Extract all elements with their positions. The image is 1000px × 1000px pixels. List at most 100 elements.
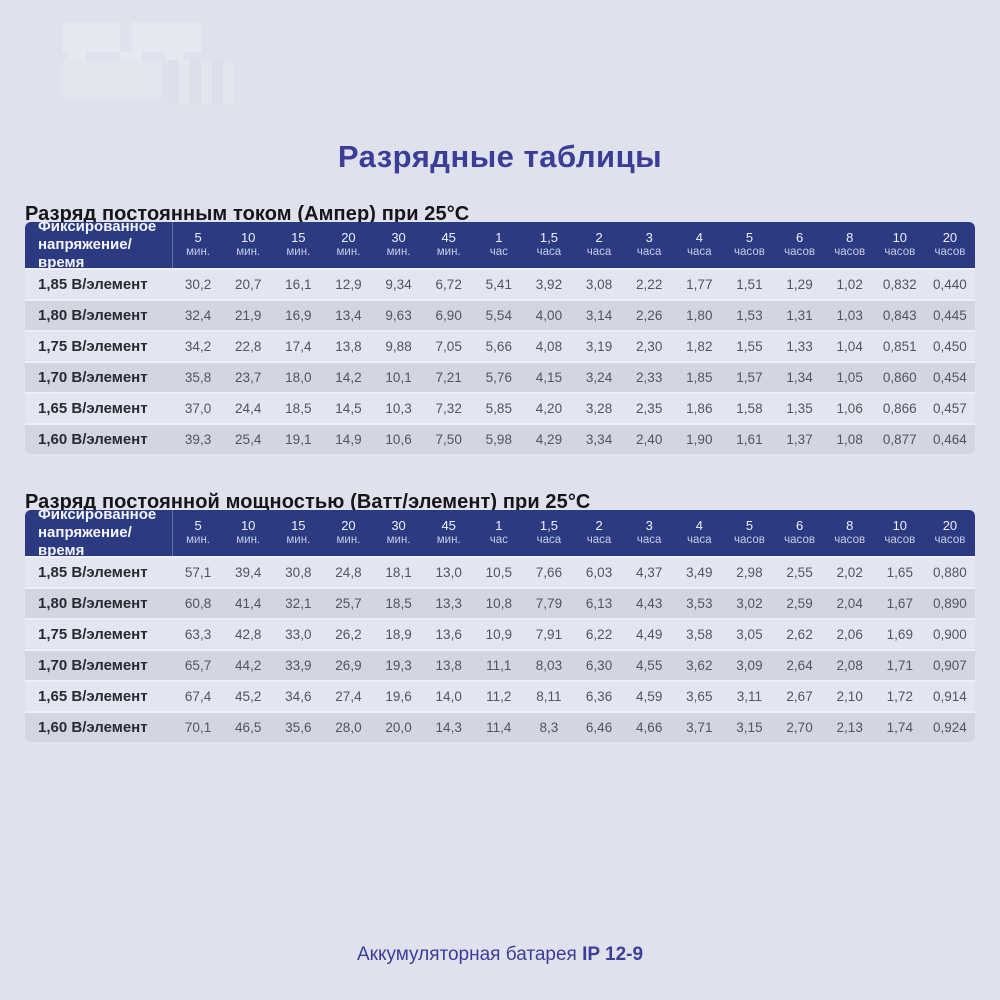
table-cell: 39,3 xyxy=(184,432,212,447)
table-cell: 25,4 xyxy=(235,432,262,447)
header-time-column: 20 мин. xyxy=(323,222,373,268)
table-cell: 1,31 xyxy=(786,308,813,323)
header-time-value: 15 xyxy=(291,518,306,533)
table-cell: 33,9 xyxy=(285,658,312,673)
header-time-column: 5 часов xyxy=(724,222,774,268)
table-cell: 3,24 xyxy=(585,370,613,385)
table-cell: 45,2 xyxy=(235,689,262,704)
table-cell: 3,08 xyxy=(585,277,613,292)
table-cell: 3,28 xyxy=(585,401,613,416)
table-cell: 60,8 xyxy=(184,596,212,611)
table-cell: 2,40 xyxy=(636,432,663,447)
discharge-table-constant-current: Фиксированное напряжение/время 5 мин. 10 мин… xyxy=(25,222,975,454)
header-time-unit: час xyxy=(489,534,508,546)
header-time-value: 30 xyxy=(391,230,406,245)
battery-body-icon xyxy=(60,60,162,100)
header-time-unit: часа xyxy=(636,246,662,258)
table-cell: 5,76 xyxy=(485,370,512,385)
table-cell: 0,890 xyxy=(933,596,967,611)
row-voltage-label: 1,70 В/элемент xyxy=(38,657,148,674)
header-time-column: 30 мин. xyxy=(374,510,424,556)
table-cell: 0,877 xyxy=(882,432,917,447)
table-cell: 0,832 xyxy=(882,277,917,292)
table-cell: 18,5 xyxy=(285,401,312,416)
table-cell: 3,11 xyxy=(736,689,763,704)
table-cell: 2,08 xyxy=(836,658,863,673)
table-cell: 11,1 xyxy=(486,658,512,673)
table-cell: 2,59 xyxy=(786,596,813,611)
table-cell: 1,04 xyxy=(836,339,863,354)
table-cell: 32,1 xyxy=(285,596,312,611)
row-voltage-label: 1,85 В/элемент xyxy=(38,276,148,293)
header-time-unit: мин. xyxy=(336,246,361,258)
table-cell: 0,924 xyxy=(933,720,967,735)
table-cell: 19,3 xyxy=(385,658,412,673)
table-cell: 18,1 xyxy=(385,565,412,580)
header-time-unit: мин. xyxy=(436,534,461,546)
table-row: 1,70 В/элемент 65,7 44,2 33,9 26,9 19,3 13,8 11… xyxy=(25,649,975,680)
row-voltage-label: 1,65 В/элемент xyxy=(38,688,148,705)
header-time-unit: часов xyxy=(934,534,966,546)
table-cell: 67,4 xyxy=(184,689,212,704)
table-cell: 5,41 xyxy=(485,277,512,292)
header-time-value: 8 xyxy=(846,518,854,533)
table-cell: 57,1 xyxy=(184,565,212,580)
header-time-value: 20 xyxy=(942,518,958,533)
table-cell: 16,1 xyxy=(285,277,312,292)
table-cell: 7,79 xyxy=(535,596,563,611)
header-time-column: 20 часов xyxy=(925,510,975,556)
row-voltage-label: 1,75 В/элемент xyxy=(38,626,148,643)
row-voltage-label: 1,60 В/элемент xyxy=(38,719,148,736)
table-cell: 0,880 xyxy=(933,565,967,580)
table-cell: 7,66 xyxy=(535,565,563,580)
table-cell: 1,33 xyxy=(786,339,813,354)
table-cell: 0,860 xyxy=(882,370,917,385)
table-cell: 1,67 xyxy=(886,596,913,611)
table-cell: 3,71 xyxy=(686,720,713,735)
row-voltage-label: 1,80 В/элемент xyxy=(38,595,148,612)
table-cell: 1,02 xyxy=(836,277,863,292)
table-cell: 11,2 xyxy=(486,689,512,704)
header-time-column: 45 мин. xyxy=(424,222,474,268)
table-cell: 1,80 xyxy=(686,308,713,323)
header-time-unit: мин. xyxy=(186,534,210,546)
header-time-value: 5 xyxy=(745,518,754,533)
header-time-unit: часов xyxy=(834,246,866,258)
header-time-column: 2 часа xyxy=(574,222,624,268)
header-time-column: 10 мин. xyxy=(223,222,273,268)
table-cell: 25,7 xyxy=(335,596,362,611)
table-cell: 13,6 xyxy=(435,627,462,642)
table-cell: 0,914 xyxy=(933,689,967,704)
header-time-unit: часа xyxy=(636,534,662,546)
table-cell: 32,4 xyxy=(184,308,212,323)
table-cell: 9,88 xyxy=(385,339,412,354)
table-body: 1,85 В/элемент 30,2 20,7 16,1 12,9 9,34 6,72 5,… xyxy=(25,268,975,454)
table-cell: 0,843 xyxy=(882,308,917,323)
section-heading-constant-power: Разряд постоянной мощностью (Ватт/элемен… xyxy=(25,490,591,513)
table-cell: 2,10 xyxy=(836,689,863,704)
table-body: 1,85 В/элемент 57,1 39,4 30,8 24,8 18,1 13,0 10… xyxy=(25,556,975,742)
header-time-column: 4 часа xyxy=(674,510,724,556)
table-row: 1,60 В/элемент 39,3 25,4 19,1 14,9 10,6 7,50 5,… xyxy=(25,423,975,454)
table-cell: 35,8 xyxy=(184,370,212,385)
table-cell: 24,4 xyxy=(235,401,262,416)
table-cell: 3,49 xyxy=(686,565,713,580)
table-cell: 2,06 xyxy=(836,627,863,642)
table-cell: 10,1 xyxy=(385,370,412,385)
table-cell: 2,22 xyxy=(636,277,663,292)
header-time-value: 10 xyxy=(240,230,256,245)
table-cell: 14,2 xyxy=(335,370,362,385)
header-time-column: 5 мин. xyxy=(173,222,223,268)
table-cell: 0,464 xyxy=(933,432,967,447)
table-cell: 1,03 xyxy=(836,308,863,323)
table-cell: 1,37 xyxy=(786,432,813,447)
header-time-value: 5 xyxy=(745,230,754,245)
header-time-value: 4 xyxy=(695,518,703,533)
table-cell: 14,0 xyxy=(435,689,462,704)
table-cell: 22,8 xyxy=(235,339,262,354)
table-cell: 2,98 xyxy=(736,565,763,580)
header-time-value: 5 xyxy=(194,230,202,245)
table-cell: 2,04 xyxy=(836,596,863,611)
table-cell: 2,64 xyxy=(786,658,813,673)
table-cell: 3,34 xyxy=(585,432,613,447)
